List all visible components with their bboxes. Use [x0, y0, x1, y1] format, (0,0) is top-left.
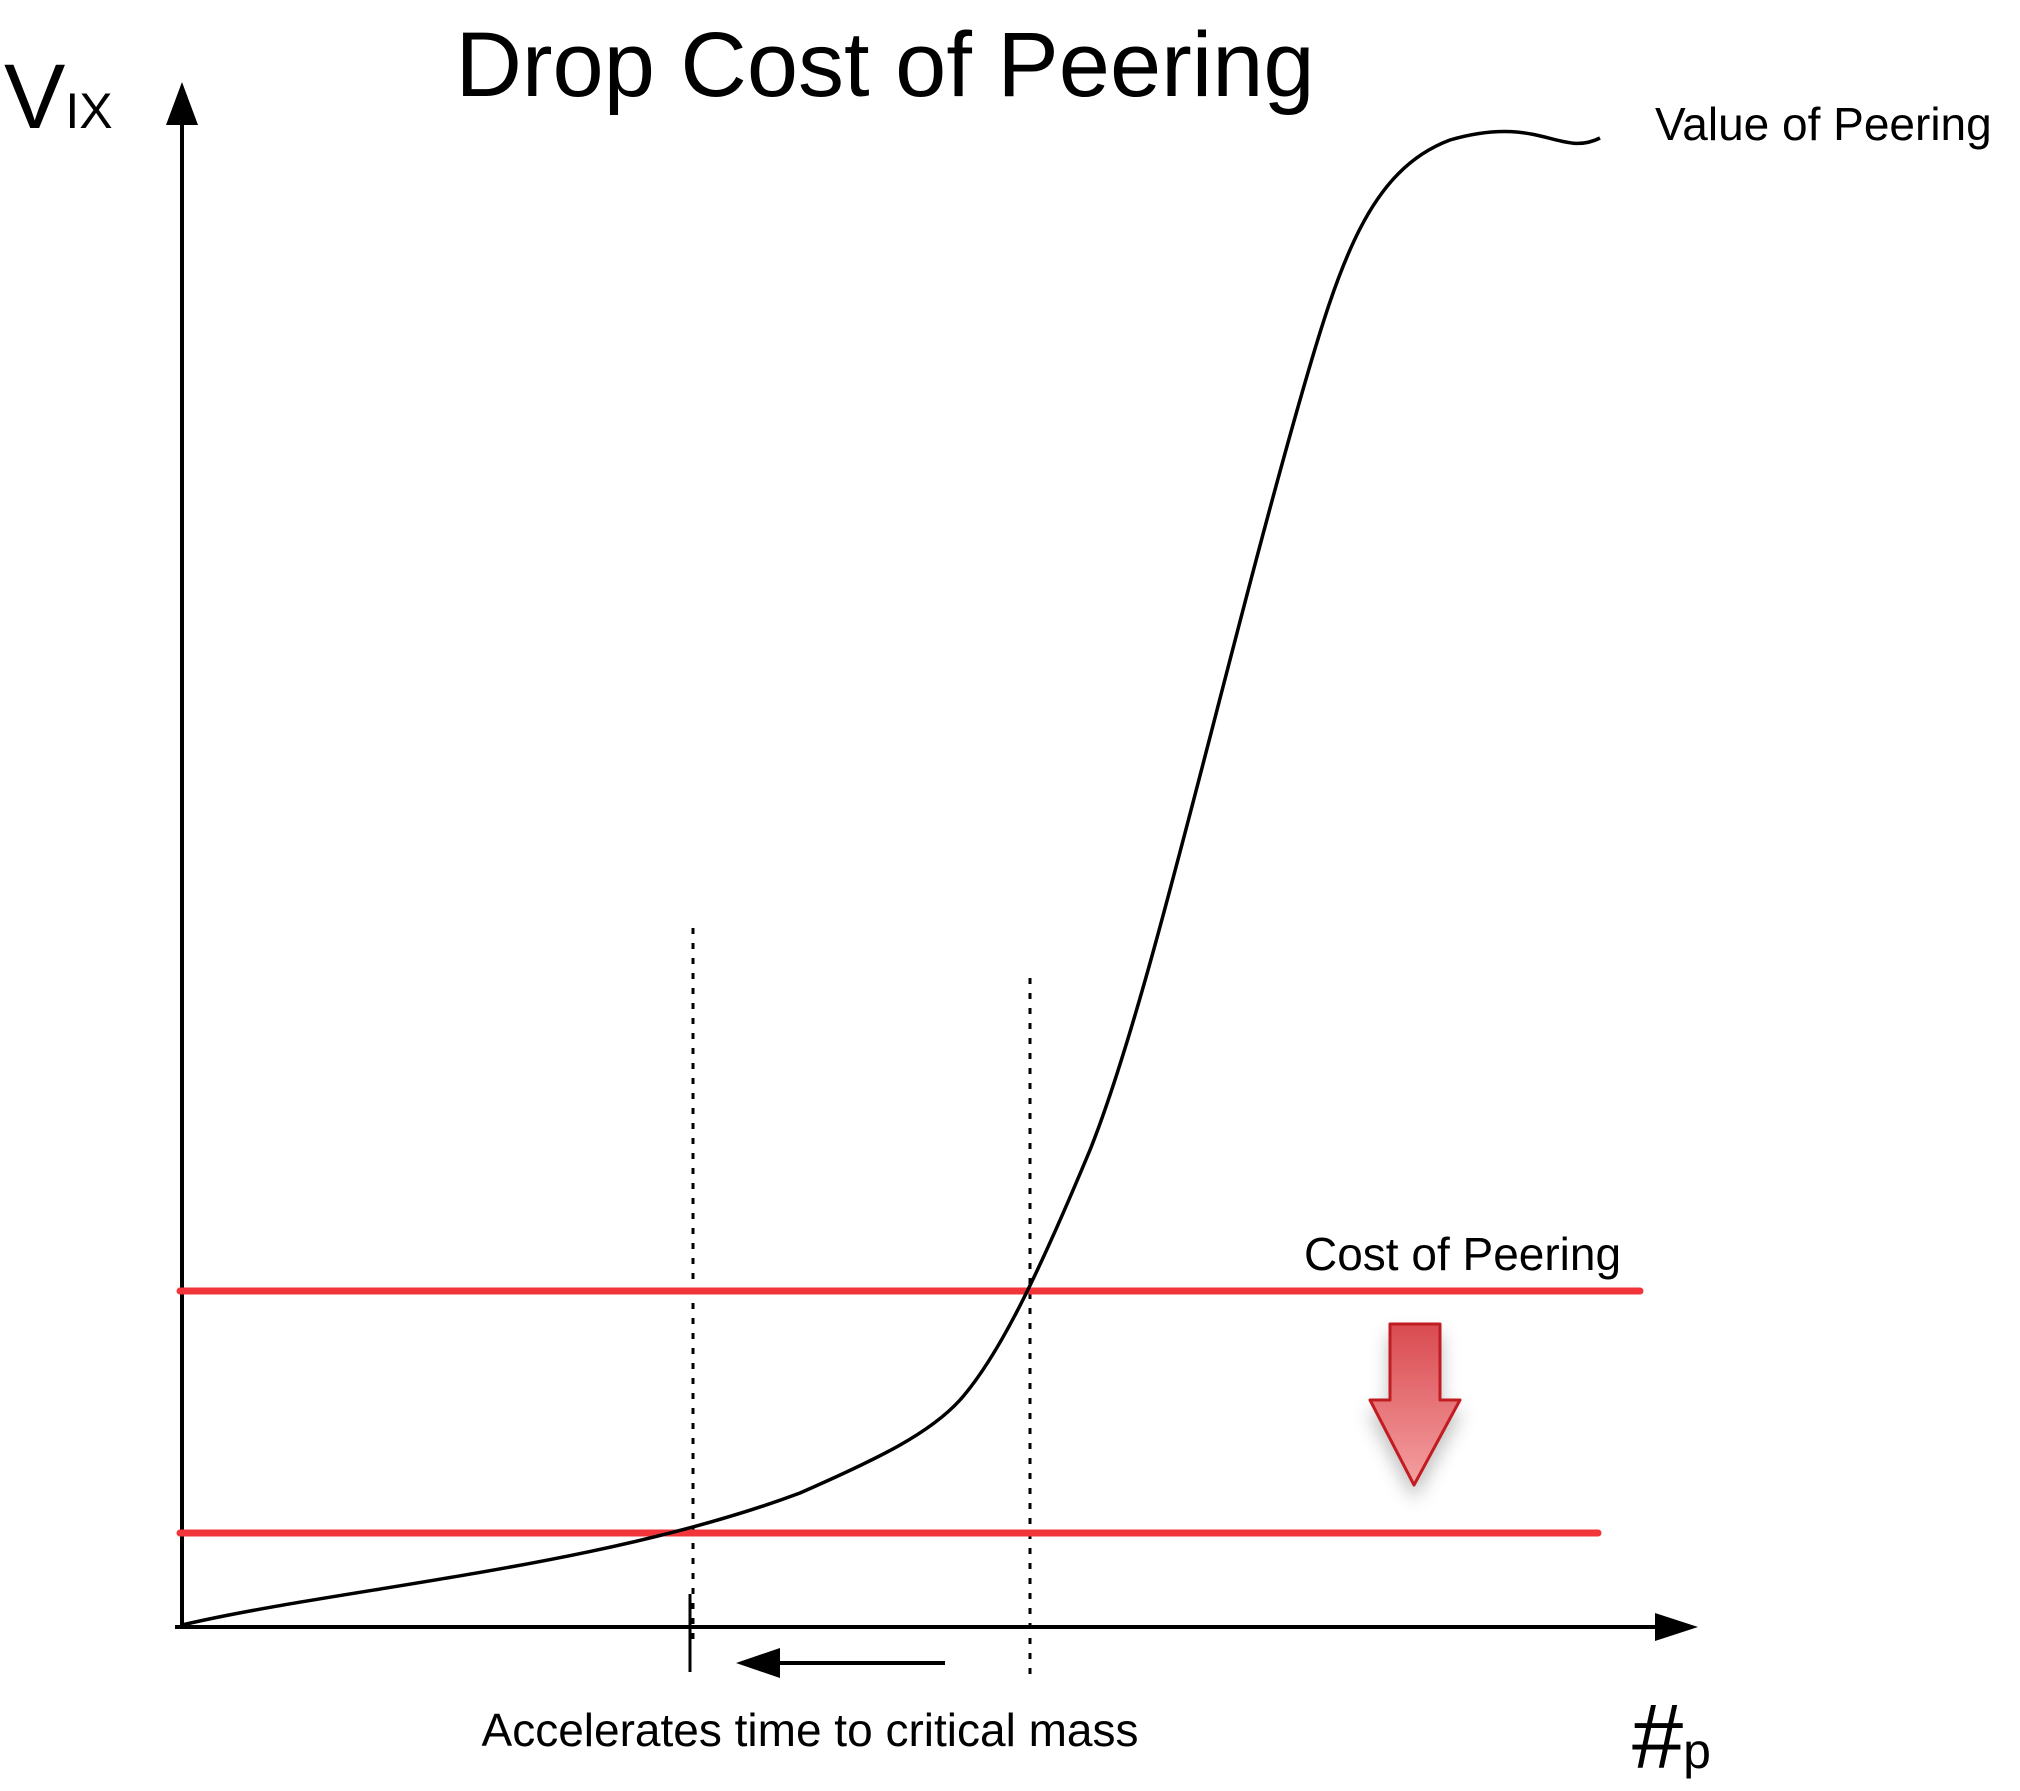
value-of-peering-curve [181, 129, 1601, 1627]
y-axis-label: VIX [4, 46, 113, 148]
left-arrow-icon [736, 1648, 780, 1678]
diagram-title: Drop Cost of Peering [455, 14, 1314, 116]
cost-label: Cost of Peering [1304, 1228, 1621, 1280]
y-axis-arrowhead [166, 82, 198, 125]
x-axis-label: #p [1632, 1686, 1711, 1788]
curve-label: Value of Peering [1655, 98, 1992, 150]
y-axis-symbol: V [4, 46, 65, 148]
x-axis-subscript: p [1683, 1723, 1711, 1779]
y-axis-subscript: IX [65, 83, 112, 139]
annotation-text: Accelerates time to critical mass [482, 1704, 1139, 1756]
x-axis-symbol: # [1632, 1686, 1683, 1788]
x-axis-arrowhead [1655, 1613, 1698, 1641]
down-arrow-icon [1368, 1322, 1462, 1487]
